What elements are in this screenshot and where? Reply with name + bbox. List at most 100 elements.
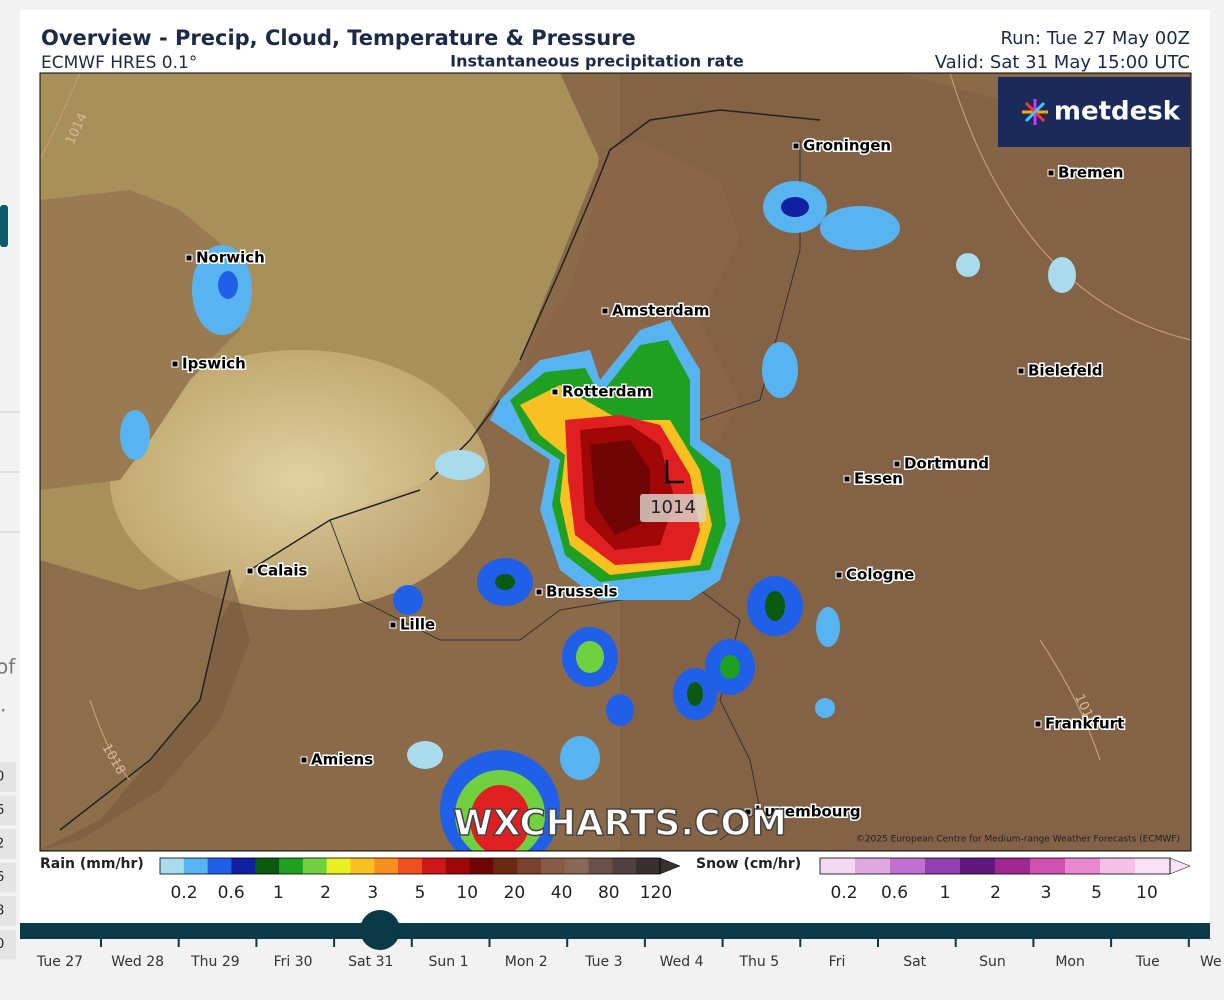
copyright: ©2025 European Centre for Medium-range W… [856,835,1180,845]
legend-swatch [855,858,891,874]
timeline-knob[interactable] [360,910,400,950]
side-text: of [0,655,16,679]
legend-tick: 80 [598,883,620,903]
low-symbol [665,460,684,484]
legend-tick: 10 [456,883,478,903]
side-tab[interactable] [0,205,8,247]
valid: Valid: Sat 31 May 15:00 UTC [935,52,1190,73]
timeline-label[interactable]: Sun 1 [429,954,469,970]
city-dot [185,254,193,262]
city-label: Calais [257,562,308,580]
germany [620,73,1191,851]
timeline-label[interactable]: Thu 5 [738,954,779,970]
side-row [0,896,16,926]
city-label: Norwich [196,249,265,267]
legend-tick: 120 [640,883,672,903]
timeline-label[interactable]: We [1200,954,1222,970]
city-dot [1047,169,1055,177]
side-text: . [0,693,6,717]
cloud-clear [110,350,490,610]
legend-swatch [636,858,661,874]
timeline-label[interactable]: Mon 2 [505,954,548,970]
legend-frame [819,857,1171,875]
city-label: Ipswich [182,355,246,373]
legend-swatch [925,858,961,874]
legend-tick: 0.6 [218,883,245,903]
city-label: Amiens [311,751,373,769]
timeline-label[interactable]: Sat 31 [348,954,393,970]
timeline-label[interactable]: Tue [1135,954,1160,970]
model: ECMWF HRES 0.1° [41,53,197,73]
legend-swatch [588,858,613,874]
city-label: Dortmund [904,455,989,473]
watermark: WXCHARTS.COM [453,803,787,844]
product: Instantaneous precipitation rate [450,52,744,71]
run: Run: Tue 27 May 00Z [1000,28,1190,49]
city-dot [171,360,179,368]
rain-legend-title: Rain (mm/hr) [40,856,144,872]
logo: metdesk [1054,97,1181,127]
legend-swatch [564,858,590,874]
city-label: Groningen [803,137,891,155]
city-label: Frankfurt [1045,715,1124,733]
timeline-label[interactable]: Fri 30 [274,954,313,970]
legend-tick: 2 [320,883,331,903]
timeline-label[interactable]: Thu 29 [190,954,240,970]
timeline-label[interactable]: Sun [979,954,1006,970]
isobar [40,73,1191,781]
timeline-label[interactable]: Fri [829,954,846,970]
legend-swatch [183,858,209,874]
legend-swatch [1135,858,1171,874]
legend-tick: 3 [1041,883,1052,903]
city-label: Lille [400,616,435,634]
city-label: Bielefeld [1028,362,1103,380]
england [40,190,240,490]
timeline-track[interactable] [20,923,1210,939]
snow-legend-title: Snow (cm/hr) [696,856,801,872]
timeline-label[interactable]: Tue 3 [584,954,622,970]
legend-tick: 1 [273,883,284,903]
legend-tick: 1 [940,883,951,903]
legend-tick: 3 [367,883,378,903]
map-frame [39,72,1192,852]
legend-swatch [279,858,304,874]
side-row [0,829,16,859]
timeline-label[interactable]: Mon [1055,954,1085,970]
france [40,560,250,850]
side-number: 6 [0,870,4,885]
timeline-label[interactable]: Wed 28 [111,954,164,970]
side-row [0,762,16,792]
legend-swatch [1065,858,1101,874]
legend-swatch [820,858,856,874]
side-row [0,929,16,960]
legend-tick: 40 [551,883,573,903]
legend-tick: 0.2 [170,883,197,903]
legend-swatch [890,858,926,874]
legend-swatch [540,858,566,874]
legend-swatch [469,858,494,874]
city-dot [601,307,609,315]
legend-tick: 0.2 [830,883,857,903]
legend-swatch [350,858,375,874]
timeline-label[interactable]: Tue 27 [36,954,83,970]
city-label: Amsterdam [612,302,709,320]
coastline [59,109,821,831]
legend-swatch [995,858,1031,874]
side-number: 6 [0,803,4,818]
timeline-label[interactable]: Sat [903,954,926,970]
legend-swatch [1100,858,1136,874]
side-row [0,862,16,893]
legend-tick: 20 [504,883,526,903]
legend-swatch [374,858,399,874]
city-label: Rotterdam [562,383,652,401]
city-label: Essen [854,470,903,488]
legend-swatch [302,858,328,874]
legend-frame [159,857,661,875]
title: Overview - Precip, Cloud, Temperature & … [41,26,636,50]
timeline-label[interactable]: Wed 4 [660,954,704,970]
city-dot [1034,720,1042,728]
side-number: 8 [0,904,4,919]
legend-swatch [612,858,637,874]
